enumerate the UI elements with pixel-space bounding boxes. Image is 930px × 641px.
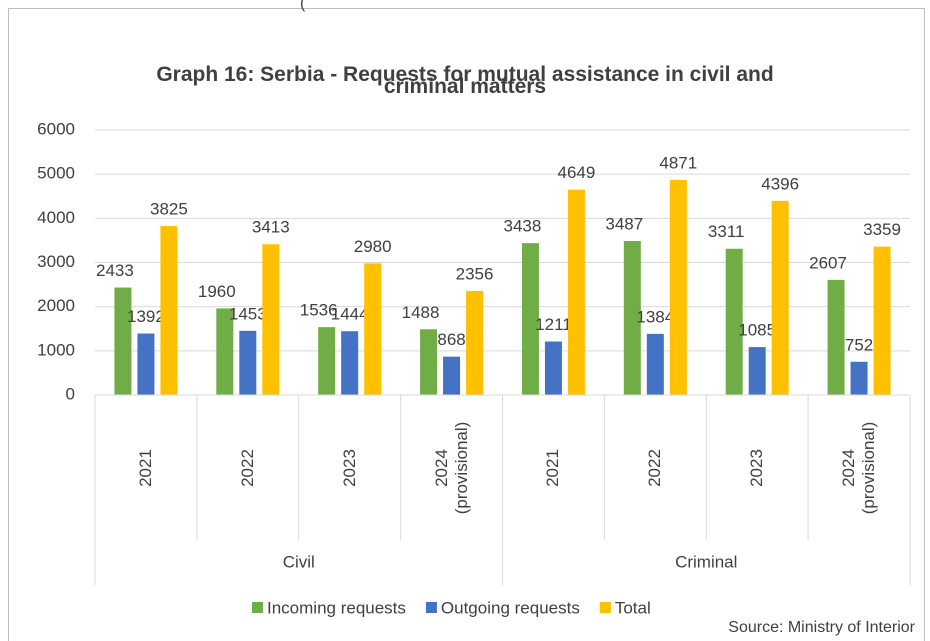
chart-title: Graph 16: Serbia - Requests for mutual a… bbox=[156, 63, 773, 98]
y-tick-label: 6000 bbox=[37, 119, 75, 138]
bar bbox=[364, 263, 382, 395]
data-label: 4871 bbox=[659, 153, 697, 172]
data-label: 2980 bbox=[354, 237, 392, 256]
bar bbox=[623, 240, 641, 395]
legend-label: Incoming requests bbox=[267, 598, 406, 617]
bar bbox=[771, 200, 789, 395]
bar bbox=[725, 248, 743, 395]
x-tick-label: 2021 bbox=[135, 449, 155, 487]
x-tick-label: 2022 bbox=[237, 449, 257, 487]
data-label: 1453 bbox=[229, 304, 267, 323]
data-label: 3359 bbox=[863, 220, 901, 239]
y-tick-label: 4000 bbox=[37, 208, 75, 227]
data-label: 752 bbox=[845, 335, 873, 354]
data-label: 4396 bbox=[761, 174, 799, 193]
data-label: 3487 bbox=[605, 214, 643, 233]
bar bbox=[567, 189, 585, 395]
bar bbox=[341, 331, 359, 395]
bar bbox=[850, 361, 868, 395]
bar bbox=[443, 356, 461, 395]
data-label: 2433 bbox=[96, 261, 134, 280]
bar bbox=[873, 246, 891, 395]
bar bbox=[160, 226, 178, 395]
bar bbox=[216, 308, 234, 395]
bar bbox=[137, 333, 155, 395]
data-label: 1960 bbox=[198, 282, 236, 301]
data-label: 1211 bbox=[535, 315, 572, 334]
data-label: 1085 bbox=[738, 321, 776, 340]
data-label: 2356 bbox=[456, 264, 494, 283]
x-tick-label: 2024 (provisional) bbox=[431, 421, 471, 515]
group-label: Criminal bbox=[675, 552, 737, 571]
x-tick-label: 2021 bbox=[543, 449, 563, 487]
data-label: 3438 bbox=[504, 217, 542, 236]
bar bbox=[466, 290, 484, 395]
data-label: 4649 bbox=[558, 163, 596, 182]
data-label: 1536 bbox=[300, 301, 338, 320]
bar bbox=[544, 341, 562, 395]
bar bbox=[318, 327, 336, 395]
data-label: 3825 bbox=[150, 200, 188, 219]
bar bbox=[239, 330, 257, 395]
bar bbox=[669, 179, 687, 395]
bar bbox=[521, 243, 539, 395]
data-label: 3311 bbox=[708, 222, 745, 241]
data-label: 2607 bbox=[809, 253, 847, 272]
x-tick-label: 2022 bbox=[645, 449, 665, 487]
legend-label: Outgoing requests bbox=[441, 598, 580, 617]
data-label: 1384 bbox=[636, 307, 674, 326]
data-label: 1488 bbox=[402, 303, 440, 322]
legend-label: Total bbox=[615, 598, 651, 617]
y-tick-label: 0 bbox=[66, 384, 75, 403]
chart-frame bbox=[8, 8, 925, 641]
source: Source: Ministry of Interior bbox=[728, 619, 915, 636]
data-label: 1392 bbox=[127, 307, 165, 326]
data-label: 3413 bbox=[252, 218, 290, 237]
y-tick-label: 3000 bbox=[37, 252, 75, 271]
group-label: Civil bbox=[283, 552, 315, 571]
legend-swatch bbox=[599, 602, 611, 613]
x-tick-label: 2023 bbox=[747, 449, 767, 487]
bar bbox=[262, 244, 280, 395]
data-label: 868 bbox=[437, 330, 465, 349]
bar bbox=[420, 329, 438, 395]
bar bbox=[827, 279, 845, 395]
y-tick-label: 5000 bbox=[37, 164, 75, 183]
y-tick-label: 1000 bbox=[37, 340, 75, 359]
bar bbox=[646, 333, 664, 395]
caption-fragment: ( bbox=[300, 0, 306, 12]
data-label: 1444 bbox=[331, 305, 369, 324]
x-tick-label: 2023 bbox=[339, 449, 359, 487]
bar bbox=[114, 287, 132, 395]
x-tick-label: 2024 (provisional) bbox=[839, 421, 879, 515]
bar bbox=[748, 347, 766, 395]
y-tick-label: 2000 bbox=[37, 296, 75, 315]
legend-swatch bbox=[425, 602, 437, 613]
legend-swatch bbox=[252, 602, 263, 613]
